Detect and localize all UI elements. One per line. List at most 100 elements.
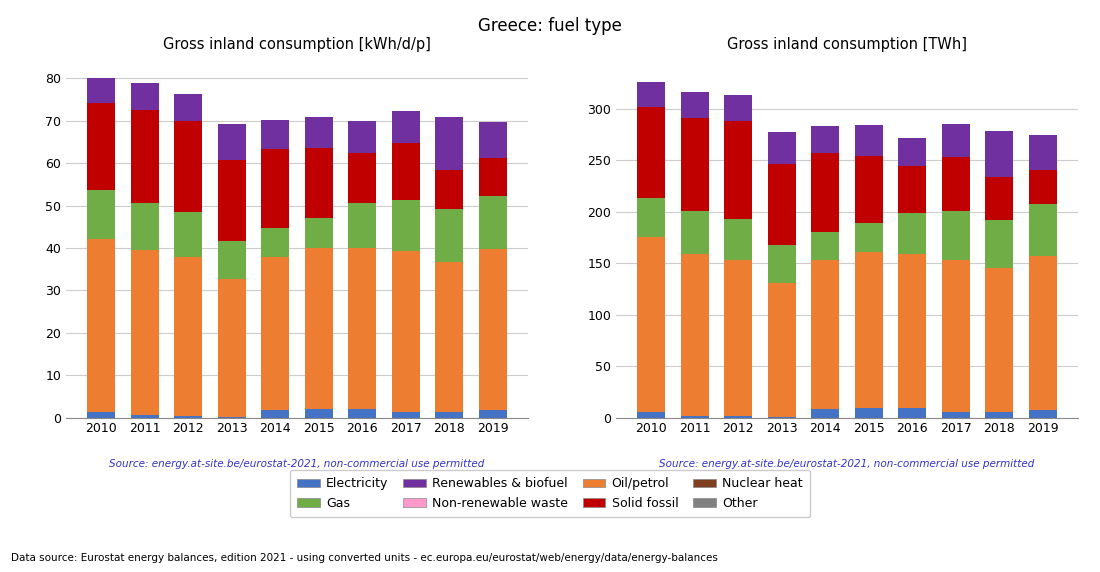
Text: Source: energy.at-site.be/eurostat-2021, non-commercial use permitted: Source: energy.at-site.be/eurostat-2021,… bbox=[109, 459, 485, 469]
Bar bbox=[681, 210, 708, 254]
Bar bbox=[811, 126, 839, 153]
Bar bbox=[174, 416, 202, 418]
Bar bbox=[1028, 256, 1057, 410]
Bar bbox=[218, 124, 246, 160]
Bar bbox=[898, 137, 926, 166]
Bar bbox=[637, 412, 666, 418]
Bar bbox=[174, 257, 202, 416]
Bar bbox=[174, 94, 202, 121]
Bar bbox=[681, 92, 708, 118]
Bar bbox=[855, 408, 883, 418]
Bar bbox=[855, 252, 883, 408]
Bar bbox=[478, 122, 507, 158]
Bar bbox=[768, 245, 796, 283]
Bar bbox=[218, 160, 246, 241]
Bar bbox=[436, 261, 463, 412]
Bar bbox=[131, 204, 158, 250]
Bar bbox=[942, 260, 970, 412]
Bar bbox=[218, 241, 246, 279]
Bar bbox=[855, 156, 883, 223]
Bar bbox=[392, 412, 420, 418]
Legend: Electricity, Gas, Renewables & biofuel, Non-renewable waste, Oil/petrol, Solid f: Electricity, Gas, Renewables & biofuel, … bbox=[289, 470, 811, 517]
Bar bbox=[898, 213, 926, 254]
Bar bbox=[724, 121, 752, 219]
Bar bbox=[986, 268, 1013, 412]
Bar bbox=[261, 257, 289, 410]
Bar bbox=[1028, 170, 1057, 204]
Bar bbox=[637, 198, 666, 237]
Bar bbox=[131, 110, 158, 204]
Bar bbox=[348, 153, 376, 204]
Bar bbox=[348, 409, 376, 418]
Bar bbox=[898, 254, 926, 408]
Bar bbox=[87, 103, 116, 190]
Bar bbox=[724, 96, 752, 121]
Bar bbox=[986, 177, 1013, 220]
Bar bbox=[986, 132, 1013, 177]
Bar bbox=[942, 210, 970, 260]
Bar bbox=[681, 118, 708, 210]
Bar bbox=[348, 204, 376, 248]
Bar bbox=[478, 410, 507, 418]
Bar bbox=[131, 250, 158, 415]
Text: Greece: fuel type: Greece: fuel type bbox=[478, 17, 622, 35]
Bar bbox=[942, 412, 970, 418]
Bar bbox=[724, 415, 752, 418]
Bar bbox=[478, 196, 507, 249]
Bar bbox=[87, 412, 116, 418]
Bar bbox=[218, 279, 246, 417]
Bar bbox=[348, 248, 376, 409]
Bar bbox=[87, 239, 116, 412]
Bar bbox=[1028, 136, 1057, 170]
Bar bbox=[768, 283, 796, 417]
Title: Gross inland consumption [kWh/d/p]: Gross inland consumption [kWh/d/p] bbox=[163, 37, 431, 52]
Bar bbox=[261, 228, 289, 257]
Bar bbox=[811, 410, 839, 418]
Bar bbox=[811, 260, 839, 410]
Bar bbox=[87, 78, 116, 103]
Bar bbox=[1028, 410, 1057, 418]
Bar bbox=[392, 200, 420, 251]
Bar bbox=[855, 125, 883, 156]
Bar bbox=[811, 153, 839, 232]
Bar bbox=[261, 410, 289, 418]
Bar bbox=[724, 219, 752, 260]
Bar bbox=[436, 170, 463, 209]
Bar bbox=[811, 232, 839, 260]
Bar bbox=[305, 148, 333, 219]
Bar bbox=[942, 157, 970, 210]
Bar bbox=[1028, 204, 1057, 256]
Bar bbox=[261, 120, 289, 149]
Bar bbox=[768, 132, 796, 164]
Bar bbox=[436, 209, 463, 261]
Bar bbox=[436, 412, 463, 418]
Bar bbox=[305, 248, 333, 409]
Bar bbox=[478, 249, 507, 410]
Title: Gross inland consumption [TWh]: Gross inland consumption [TWh] bbox=[727, 37, 967, 52]
Bar bbox=[261, 149, 289, 228]
Bar bbox=[681, 415, 708, 418]
Bar bbox=[942, 124, 970, 157]
Bar bbox=[131, 415, 158, 418]
Bar bbox=[218, 417, 246, 418]
Bar bbox=[724, 260, 752, 415]
Bar bbox=[305, 219, 333, 248]
Bar bbox=[855, 223, 883, 252]
Bar bbox=[174, 212, 202, 257]
Bar bbox=[392, 111, 420, 143]
Text: Source: energy.at-site.be/eurostat-2021, non-commercial use permitted: Source: energy.at-site.be/eurostat-2021,… bbox=[659, 459, 1035, 469]
Bar bbox=[348, 121, 376, 153]
Bar bbox=[392, 143, 420, 200]
Bar bbox=[637, 82, 666, 107]
Bar bbox=[305, 117, 333, 148]
Bar bbox=[986, 412, 1013, 418]
Bar bbox=[898, 166, 926, 213]
Bar bbox=[478, 158, 507, 196]
Text: Data source: Eurostat energy balances, edition 2021 - using converted units - ec: Data source: Eurostat energy balances, e… bbox=[11, 554, 718, 563]
Bar bbox=[174, 121, 202, 212]
Bar bbox=[436, 117, 463, 170]
Bar bbox=[898, 408, 926, 418]
Bar bbox=[681, 254, 708, 415]
Bar bbox=[637, 237, 666, 412]
Bar bbox=[768, 164, 796, 245]
